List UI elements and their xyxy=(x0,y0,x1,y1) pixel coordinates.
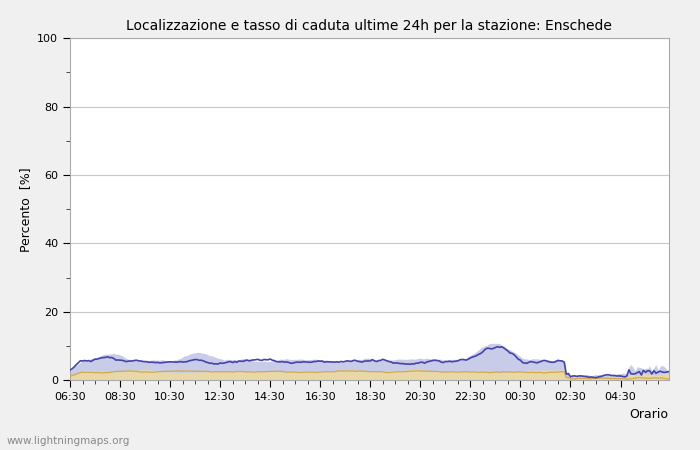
Text: www.lightningmaps.org: www.lightningmaps.org xyxy=(7,436,130,446)
Title: Localizzazione e tasso di caduta ultime 24h per la stazione: Enschede: Localizzazione e tasso di caduta ultime … xyxy=(126,19,612,33)
Y-axis label: Percento  [%]: Percento [%] xyxy=(19,167,32,252)
Text: Orario: Orario xyxy=(629,408,668,421)
